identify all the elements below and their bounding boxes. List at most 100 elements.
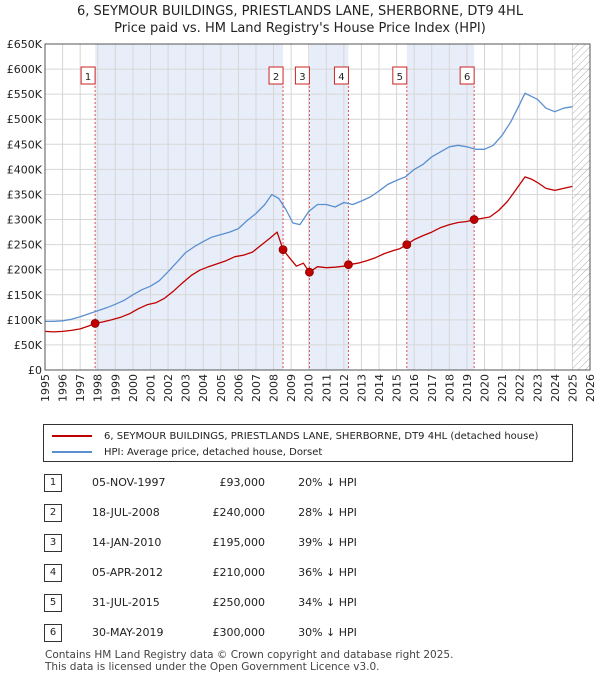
- y-tick-label-9: £450K: [7, 138, 43, 151]
- x-tick-label-5: 2000: [127, 374, 140, 402]
- y-tick-label-3: £150K: [7, 289, 43, 302]
- row-number-6: 6: [44, 624, 62, 642]
- table-row: 3 14-JAN-2010 £195,000 39% ↓ HPI: [0, 534, 600, 554]
- sale-marker-5: [402, 240, 412, 250]
- legend-item-property: 6, SEYMOUR BUILDINGS, PRIESTLANDS LANE, …: [52, 429, 538, 443]
- sale-label-box-2: [268, 66, 284, 85]
- legend: 6, SEYMOUR BUILDINGS, PRIESTLANDS LANE, …: [43, 424, 573, 462]
- table-row: 2 18-JUL-2008 £240,000 28% ↓ HPI: [0, 504, 600, 524]
- sale-label-box-3: [294, 66, 310, 85]
- row-hpi-diff-2: 28% ↓ HPI: [298, 506, 357, 519]
- x-tick-label-27: 2022: [514, 374, 527, 402]
- x-tick-label-20: 2015: [391, 374, 404, 402]
- y-tick-label-7: £350K: [7, 188, 43, 201]
- sale-marker-2: [278, 245, 288, 255]
- x-tick-label-13: 2008: [268, 374, 281, 402]
- price-chart: 1 2 3 4 5 6 £0 £50K £100K £150K £200K £250K £300K £3…: [7, 38, 597, 402]
- row-price-2: £240,000: [212, 506, 266, 519]
- row-hpi-diff-5: 34% ↓ HPI: [298, 596, 357, 609]
- x-tick-label-29: 2024: [549, 374, 562, 402]
- y-tick-label-1: £50K: [14, 339, 43, 352]
- y-tick-label-6: £300K: [7, 214, 43, 227]
- row-price-3: £195,000: [212, 536, 266, 549]
- footer-copyright: Contains HM Land Registry data © Crown c…: [45, 649, 454, 661]
- shaded-band-3: [406, 44, 475, 370]
- sale-label-3: 3: [299, 72, 305, 83]
- legend-item-hpi: HPI: Average price, detached house, Dors…: [52, 445, 322, 459]
- forecast-hatch: [572, 44, 590, 370]
- legend-label-hpi: HPI: Average price, detached house, Dors…: [104, 446, 323, 458]
- x-tick-label-28: 2023: [531, 374, 544, 402]
- x-tick-label-23: 2018: [443, 374, 456, 402]
- row-number-2: 2: [44, 504, 62, 522]
- sale-label-6: 6: [464, 72, 470, 83]
- y-tick-label-0: £0: [28, 364, 42, 377]
- row-number-4: 4: [44, 564, 62, 582]
- row-date-3: 14-JAN-2010: [92, 536, 162, 549]
- x-tick-label-14: 2009: [285, 374, 298, 402]
- row-price-1: £93,000: [219, 476, 266, 489]
- row-hpi-diff-3: 39% ↓ HPI: [298, 536, 357, 549]
- sale-label-box-6: [459, 66, 475, 85]
- chart-subtitle: Price paid vs. HM Land Registry's House …: [114, 21, 486, 36]
- x-tick-label-11: 2006: [232, 374, 245, 402]
- x-tick-label-12: 2007: [250, 374, 263, 402]
- table-row: 6 30-MAY-2019 £300,000 30% ↓ HPI: [0, 624, 600, 644]
- x-tick-label-22: 2017: [426, 374, 439, 402]
- table-row: 4 05-APR-2012 £210,000 36% ↓ HPI: [0, 564, 600, 584]
- sale-label-box-1: [80, 66, 96, 85]
- sale-label-2: 2: [273, 72, 279, 83]
- footer-licence: This data is licensed under the Open Gov…: [45, 661, 380, 673]
- sale-marker-3: [305, 267, 314, 277]
- plot-frame: [44, 43, 591, 371]
- sale-label-5: 5: [397, 72, 403, 83]
- x-tick-label-7: 2002: [162, 374, 175, 402]
- row-price-6: £300,000: [212, 626, 266, 639]
- sale-marker-4: [344, 260, 353, 270]
- x-tick-label-4: 1999: [109, 374, 122, 402]
- y-tick-label-2: £100K: [7, 314, 43, 327]
- row-number-1: 1: [44, 474, 62, 492]
- legend-swatch-property: [52, 435, 92, 437]
- y-tick-label-4: £200K: [7, 264, 43, 277]
- x-tick-label-15: 2010: [303, 374, 316, 402]
- row-date-1: 05-NOV-1997: [92, 476, 166, 489]
- y-tick-label-11: £550K: [7, 88, 43, 101]
- x-tick-label-6: 2001: [144, 374, 157, 402]
- y-tick-label-12: £600K: [7, 63, 43, 76]
- x-tick-label-16: 2011: [320, 374, 333, 402]
- y-tick-label-5: £250K: [7, 239, 43, 252]
- row-date-6: 30-MAY-2019: [92, 626, 164, 639]
- legend-swatch-hpi: [52, 451, 92, 453]
- x-tick-label-31: 2026: [584, 374, 597, 402]
- x-tick-label-2: 1997: [74, 374, 87, 402]
- hpi-line: [45, 92, 573, 323]
- shaded-band-2: [309, 44, 349, 370]
- row-price-4: £210,000: [212, 566, 266, 579]
- row-hpi-diff-1: 20% ↓ HPI: [298, 476, 357, 489]
- row-date-5: 31-JUL-2015: [92, 596, 160, 609]
- row-hpi-diff-4: 36% ↓ HPI: [298, 566, 357, 579]
- row-number-5: 5: [44, 594, 62, 612]
- row-hpi-diff-6: 30% ↓ HPI: [298, 626, 357, 639]
- x-tick-label-10: 2005: [215, 374, 228, 402]
- sale-label-box-5: [392, 66, 408, 85]
- y-tick-label-10: £500K: [7, 113, 43, 126]
- sale-marker-6: [469, 215, 479, 224]
- x-tick-label-17: 2012: [338, 374, 351, 402]
- y-tick-label-13: £650K: [7, 38, 43, 51]
- sale-marker-1: [90, 318, 100, 328]
- table-row: 5 31-JUL-2015 £250,000 34% ↓ HPI: [0, 594, 600, 614]
- x-tick-label-8: 2003: [180, 374, 193, 402]
- x-tick-label-30: 2025: [566, 374, 579, 402]
- sale-label-4: 4: [338, 72, 344, 83]
- row-price-5: £250,000: [212, 596, 266, 609]
- sale-label-1: 1: [85, 72, 91, 83]
- x-tick-label-0: 1995: [39, 374, 52, 402]
- x-tick-label-21: 2016: [408, 374, 421, 402]
- table-row: 1 05-NOV-1997 £93,000 20% ↓ HPI: [0, 474, 600, 494]
- x-tick-label-1: 1996: [57, 374, 70, 402]
- sale-label-box-4: [333, 66, 349, 85]
- x-tick-label-3: 1998: [92, 374, 105, 402]
- x-tick-label-9: 2004: [197, 374, 210, 402]
